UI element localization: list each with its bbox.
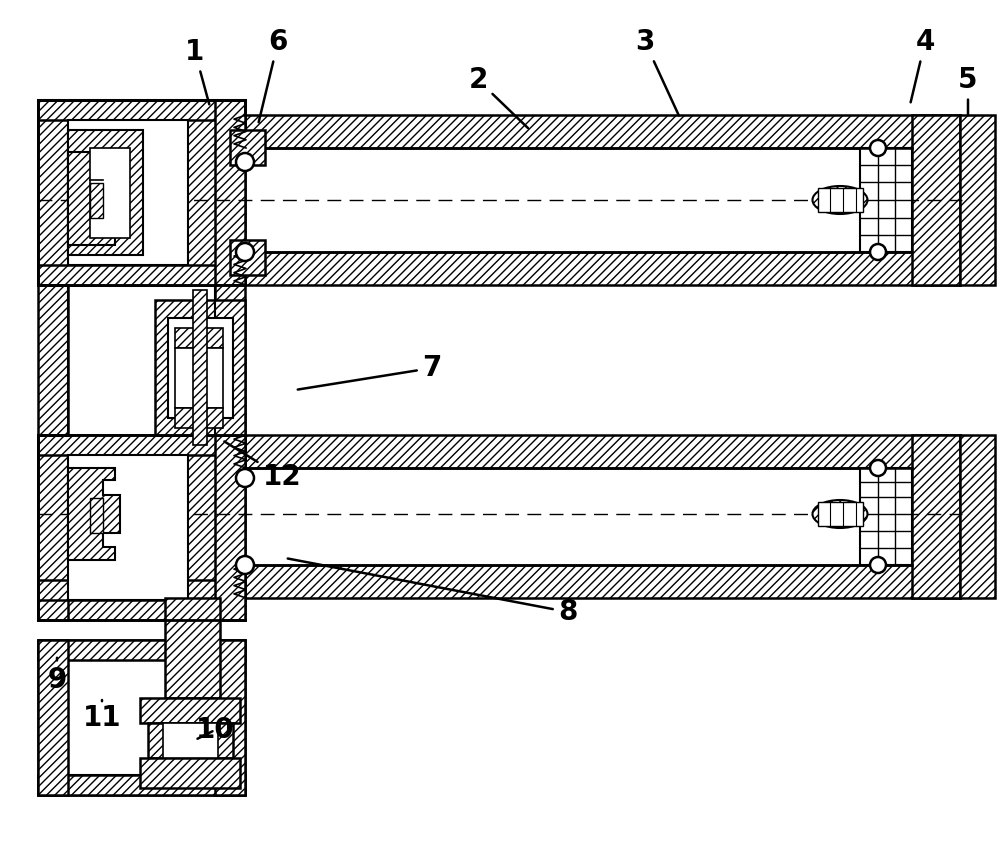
Bar (215, 100, 245, 285)
Bar (38, 640, 245, 660)
Bar (193, 290, 207, 445)
Bar (175, 408, 223, 428)
Bar (38, 435, 245, 620)
Bar (90, 498, 103, 533)
Bar (960, 435, 995, 598)
Bar (38, 775, 245, 795)
Bar (68, 130, 143, 255)
Text: 5: 5 (958, 66, 978, 115)
Bar (215, 285, 245, 435)
Text: 12: 12 (224, 442, 301, 491)
Text: 4: 4 (911, 28, 935, 103)
Bar (148, 723, 233, 758)
Bar (245, 252, 960, 285)
Bar (175, 328, 223, 348)
Bar (38, 100, 245, 120)
Bar (230, 240, 265, 275)
Circle shape (236, 243, 254, 261)
Polygon shape (68, 468, 120, 560)
Bar (230, 130, 265, 165)
Text: 11: 11 (83, 700, 121, 732)
Bar (38, 435, 245, 455)
Text: 10: 10 (196, 716, 234, 744)
Circle shape (870, 244, 886, 260)
Bar (38, 285, 68, 435)
Bar (215, 435, 245, 620)
Bar (818, 188, 863, 212)
Bar (163, 723, 218, 758)
Text: 7: 7 (298, 354, 442, 389)
Text: 3: 3 (635, 28, 679, 115)
Bar (155, 300, 245, 435)
Ellipse shape (812, 186, 868, 214)
Bar (912, 435, 960, 598)
Bar (175, 348, 223, 408)
Circle shape (236, 153, 254, 171)
Bar (38, 640, 68, 795)
Bar (168, 318, 233, 418)
Bar (140, 758, 240, 788)
Bar (68, 660, 188, 775)
Bar (960, 115, 995, 285)
Bar (245, 435, 960, 468)
Circle shape (870, 460, 886, 476)
Bar (38, 265, 245, 285)
Bar (860, 468, 912, 565)
Bar (90, 183, 103, 218)
Circle shape (870, 557, 886, 573)
Bar (245, 115, 960, 148)
Bar (165, 598, 220, 698)
Text: 8: 8 (288, 559, 578, 626)
Circle shape (870, 140, 886, 156)
Bar (38, 100, 68, 285)
Bar (68, 120, 188, 265)
Text: 2: 2 (468, 66, 528, 128)
Ellipse shape (812, 500, 868, 528)
Polygon shape (68, 152, 120, 245)
Text: 9: 9 (47, 658, 67, 694)
Bar (38, 580, 245, 600)
Bar (140, 698, 240, 723)
Bar (245, 565, 960, 598)
Text: 1: 1 (185, 38, 209, 104)
Bar (68, 455, 188, 600)
Circle shape (236, 556, 254, 574)
Bar (38, 435, 68, 620)
Bar (38, 100, 245, 285)
Bar (215, 640, 245, 795)
Bar (860, 148, 912, 252)
Circle shape (236, 469, 254, 487)
Bar (818, 502, 863, 526)
Bar (90, 148, 130, 238)
Bar (38, 640, 245, 795)
Bar (912, 115, 960, 285)
Text: 6: 6 (259, 28, 288, 122)
